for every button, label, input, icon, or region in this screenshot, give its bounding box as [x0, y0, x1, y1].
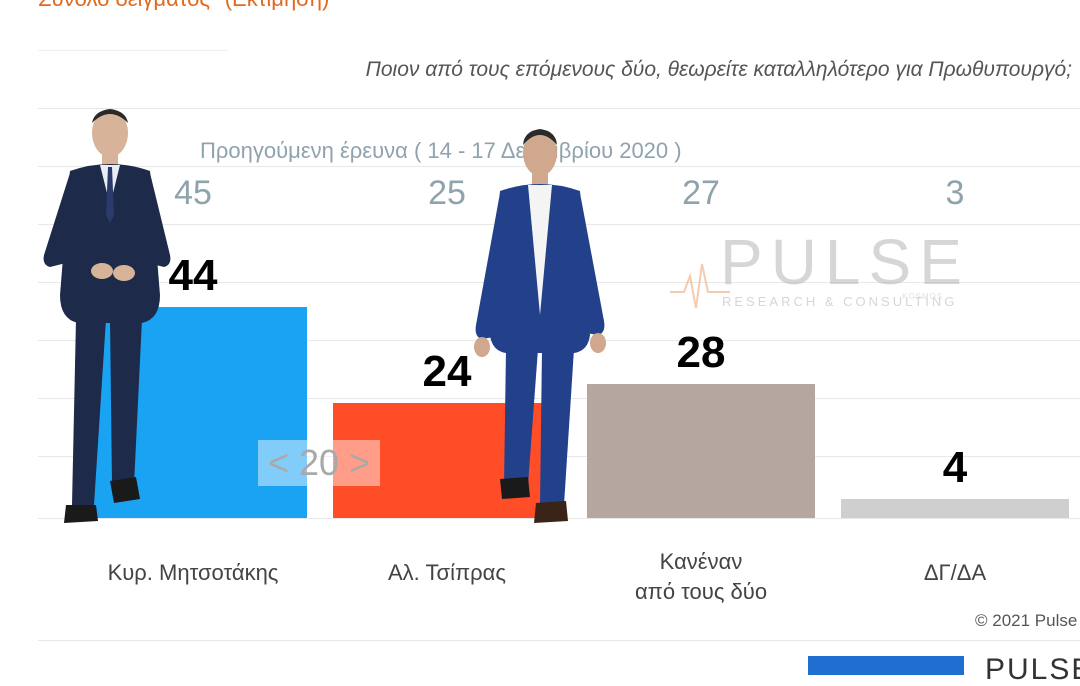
- survey-question: Ποιον από τους επόμενους δύο, θεωρείτε κ…: [365, 58, 1072, 81]
- chart-watermark: PULSE RESEARCH & CONSULTING KOSMOS: [670, 230, 970, 309]
- mitsotakis-figure: [43, 109, 171, 523]
- bar-value-label: 24: [422, 346, 472, 396]
- category-label: Αλ. Τσίπρας: [327, 558, 567, 588]
- watermark-partner: KOSMOS: [902, 292, 944, 301]
- category-label: ΔΓ/ΔΑ: [835, 558, 1075, 588]
- bar-value-label: 28: [676, 327, 726, 377]
- divider: [38, 50, 228, 51]
- tsipras-figure: [474, 129, 606, 523]
- chart-gridline: [38, 166, 1080, 167]
- header-top-text: Σύνολο δείγματος* (Εκτίμηση): [38, 0, 329, 12]
- chart-gridline: [38, 640, 1080, 641]
- pulse-heartbeat-icon: [670, 263, 730, 309]
- chart-bar: [841, 498, 1069, 518]
- watermark-tagline: RESEARCH & CONSULTING: [722, 294, 958, 309]
- bar-value-label: 4: [942, 442, 968, 492]
- category-label-line: ΔΓ/ΔΑ: [923, 560, 987, 585]
- previous-survey-value: 3: [945, 174, 965, 212]
- category-label-line: από τους δύο: [634, 579, 768, 604]
- footer-blue-logo: [808, 656, 964, 675]
- chart-bar: [587, 383, 815, 518]
- category-label: Κυρ. Μητσοτάκης: [73, 558, 313, 588]
- footer-pulse-logo: PULSE: [985, 653, 1080, 686]
- difference-badge: < 20 >: [258, 440, 380, 486]
- previous-survey-value: 27: [682, 174, 720, 212]
- bar-value-label: 44: [168, 250, 218, 300]
- category-label-line: Κυρ. Μητσοτάκης: [107, 560, 279, 585]
- watermark-brand: PULSE: [720, 226, 970, 298]
- previous-survey-value: 25: [428, 174, 466, 212]
- category-label: Κανέναν από τους δύο: [581, 547, 821, 607]
- copyright-text: © 2021 Pulse: [975, 611, 1078, 630]
- category-label-line: Αλ. Τσίπρας: [387, 560, 506, 585]
- chart-gridline: [38, 108, 1080, 109]
- previous-survey-value: 45: [174, 174, 212, 212]
- category-label-line: Κανέναν: [659, 549, 743, 574]
- previous-survey-title: Προηγούμενη έρευνα ( 14 - 17 Δεκεμβρίου …: [200, 138, 682, 163]
